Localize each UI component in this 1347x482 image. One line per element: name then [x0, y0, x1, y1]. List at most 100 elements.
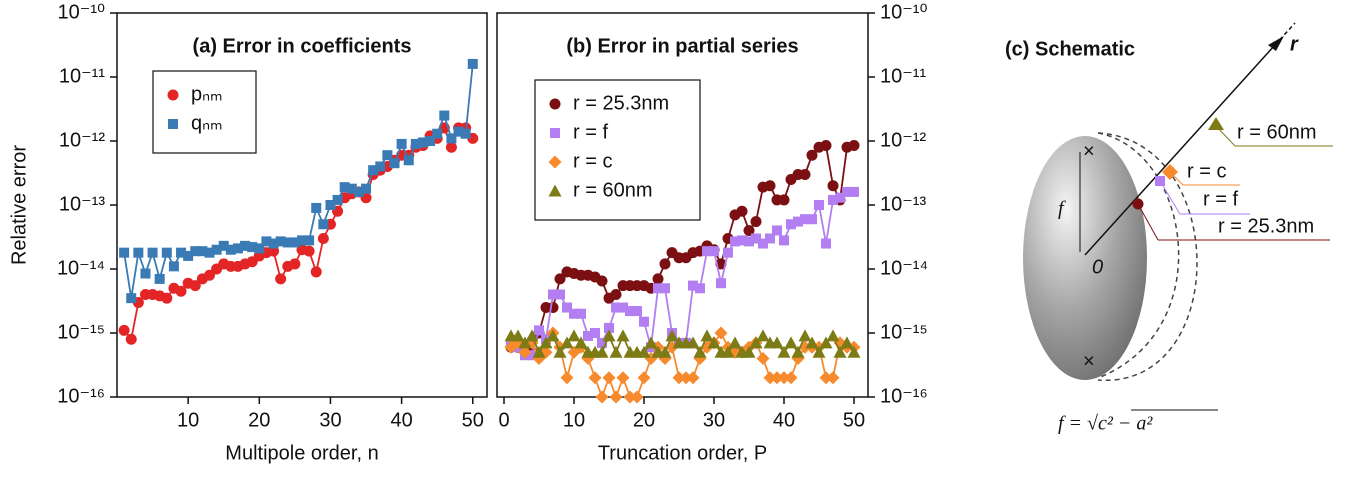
marker	[805, 336, 819, 349]
dashed-arc	[1097, 132, 1180, 379]
formula: f = √c² − a²	[1058, 413, 1153, 435]
marker	[849, 186, 859, 197]
marker	[204, 247, 215, 258]
marker	[772, 225, 782, 236]
arrow-head	[1268, 36, 1284, 51]
legend-marker	[168, 119, 178, 129]
axis-line	[1084, 44, 1276, 256]
label-c: r = c	[1187, 160, 1226, 182]
marker	[833, 345, 847, 358]
marker	[389, 158, 400, 169]
marker	[118, 324, 130, 336]
point-25nm	[1132, 198, 1144, 210]
marker	[659, 258, 671, 270]
marker	[432, 128, 443, 139]
x-axis-label: Truncation order, P	[598, 442, 767, 464]
marker	[700, 329, 714, 342]
marker	[247, 242, 258, 253]
marker	[686, 336, 700, 349]
marker	[714, 326, 728, 340]
marker	[303, 245, 315, 257]
marker	[317, 232, 329, 244]
marker	[311, 202, 322, 213]
y-tick-label: 10⁻¹³	[59, 193, 105, 215]
marker	[539, 336, 553, 349]
schematic: (c) Schematic r 0 × × f r = 60nm r = c r…	[1005, 22, 1333, 435]
marker	[609, 390, 623, 404]
marker	[161, 292, 173, 304]
marker	[211, 244, 222, 255]
focus-mark: ×	[1083, 350, 1095, 372]
marker	[828, 194, 838, 205]
marker	[368, 165, 379, 176]
marker	[847, 345, 861, 358]
x-tick-label: 50	[843, 409, 865, 431]
marker	[446, 133, 457, 144]
marker	[616, 329, 630, 342]
legend-marker	[548, 184, 562, 197]
label-60nm: r = 60nm	[1237, 121, 1316, 143]
marker	[765, 233, 775, 244]
marker	[218, 240, 229, 251]
marker	[310, 266, 322, 278]
marker	[602, 371, 616, 385]
marker	[623, 390, 637, 404]
marker	[547, 302, 559, 314]
marker	[610, 288, 622, 300]
marker	[534, 325, 544, 336]
x-tick-label: 30	[319, 409, 341, 431]
marker	[806, 149, 818, 161]
marker	[554, 273, 566, 285]
marker	[175, 285, 187, 297]
marker	[736, 205, 748, 217]
marker	[778, 194, 790, 206]
marker	[403, 155, 414, 166]
marker	[756, 351, 770, 365]
marker	[467, 58, 478, 69]
schematic-title: (c) Schematic	[1005, 38, 1135, 60]
series	[118, 122, 479, 345]
marker	[723, 247, 733, 258]
marker	[595, 345, 609, 358]
marker	[625, 306, 635, 317]
marker	[758, 238, 768, 249]
marker	[800, 214, 810, 225]
marker	[630, 390, 644, 404]
marker	[583, 330, 593, 341]
legend-label: r = c	[573, 150, 612, 172]
marker	[826, 329, 840, 342]
marker	[702, 246, 712, 257]
y-tick-label: 10⁻¹⁴	[57, 257, 105, 279]
marker	[525, 329, 539, 342]
marker	[632, 306, 642, 317]
x-tick-label: 20	[248, 409, 270, 431]
marker	[417, 137, 428, 148]
y-tick-label: 10⁻¹³	[880, 193, 926, 215]
marker	[560, 336, 574, 349]
marker	[569, 308, 579, 319]
marker	[161, 247, 172, 258]
legend-box	[152, 70, 257, 154]
marker	[730, 236, 740, 247]
marker	[204, 269, 215, 281]
marker	[254, 243, 265, 254]
chart-title: (b) Error in partial series	[566, 35, 798, 57]
marker	[511, 329, 525, 342]
legend-label: pₙₘ	[191, 83, 223, 105]
legend-marker	[167, 89, 179, 101]
marker	[840, 336, 854, 349]
marker	[793, 216, 803, 227]
marker	[133, 247, 144, 258]
y-tick-label: 10⁻¹⁵	[57, 321, 105, 343]
marker	[665, 329, 679, 342]
marker	[518, 345, 532, 359]
marker	[826, 371, 840, 385]
marker	[546, 329, 560, 342]
marker	[637, 371, 651, 385]
legend-label: r = f	[573, 121, 608, 143]
marker	[576, 308, 586, 319]
marker	[375, 161, 386, 172]
marker	[721, 345, 735, 358]
marker	[798, 329, 812, 342]
